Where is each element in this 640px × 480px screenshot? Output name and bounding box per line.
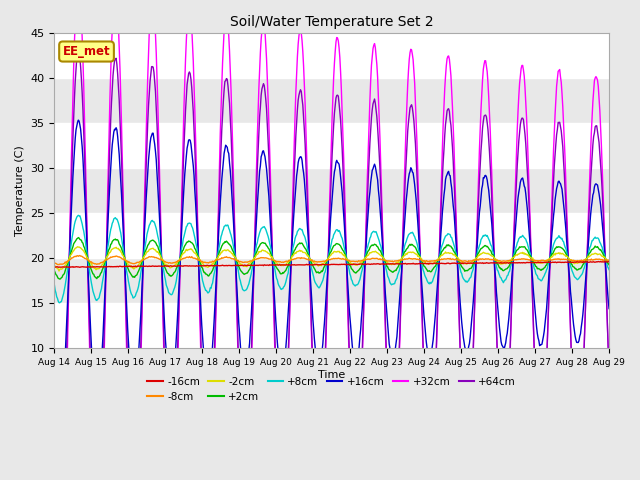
- -8cm: [401, 256, 408, 262]
- +16cm: [119, 223, 127, 229]
- +16cm: [56, 407, 63, 412]
- -2cm: [417, 256, 425, 262]
- Bar: [54, 303, 609, 348]
- +8cm: [605, 267, 613, 273]
- Line: -8cm: -8cm: [54, 255, 609, 264]
- +16cm: [175, 276, 183, 282]
- Title: Soil/Water Temperature Set 2: Soil/Water Temperature Set 2: [230, 15, 433, 29]
- Line: -16cm: -16cm: [54, 262, 609, 267]
- +2cm: [205, 273, 212, 279]
- -16cm: [61, 264, 68, 270]
- +8cm: [401, 243, 408, 249]
- +8cm: [56, 300, 63, 306]
- Legend: -16cm, -8cm, -2cm, +2cm, +8cm, +16cm, +32cm, +64cm: -16cm, -8cm, -2cm, +2cm, +8cm, +16cm, +3…: [143, 372, 520, 406]
- -8cm: [55, 262, 63, 267]
- -2cm: [51, 262, 58, 268]
- -2cm: [605, 259, 613, 264]
- +2cm: [61, 268, 69, 274]
- +2cm: [51, 268, 58, 274]
- +2cm: [401, 249, 408, 254]
- +16cm: [61, 352, 69, 358]
- X-axis label: Time: Time: [318, 370, 346, 380]
- Line: +16cm: +16cm: [54, 120, 609, 409]
- -8cm: [51, 260, 58, 265]
- +64cm: [175, 285, 183, 291]
- -16cm: [416, 261, 424, 266]
- +2cm: [119, 251, 127, 256]
- -2cm: [74, 244, 81, 250]
- -16cm: [204, 263, 212, 268]
- +32cm: [51, 429, 58, 434]
- +2cm: [175, 258, 183, 264]
- -16cm: [400, 261, 408, 266]
- +64cm: [605, 372, 613, 378]
- -16cm: [118, 264, 126, 270]
- Line: -2cm: -2cm: [54, 247, 609, 271]
- -8cm: [417, 257, 425, 263]
- Bar: [54, 213, 609, 258]
- -8cm: [605, 257, 613, 263]
- Line: +32cm: +32cm: [54, 0, 609, 480]
- -8cm: [175, 257, 183, 263]
- +64cm: [417, 271, 425, 277]
- -2cm: [175, 257, 183, 263]
- +32cm: [61, 438, 69, 444]
- Y-axis label: Temperature (C): Temperature (C): [15, 145, 25, 236]
- Line: +8cm: +8cm: [54, 216, 609, 303]
- Bar: [54, 123, 609, 168]
- +64cm: [401, 191, 408, 196]
- -2cm: [61, 263, 69, 268]
- +2cm: [417, 256, 425, 262]
- +32cm: [417, 273, 425, 278]
- Bar: [54, 258, 609, 303]
- +64cm: [56, 476, 63, 480]
- +8cm: [175, 260, 183, 265]
- Line: +2cm: +2cm: [54, 238, 609, 279]
- Line: +64cm: +64cm: [54, 51, 609, 479]
- +8cm: [74, 213, 82, 218]
- -8cm: [205, 260, 212, 266]
- +2cm: [605, 262, 613, 268]
- +32cm: [605, 370, 613, 376]
- +64cm: [51, 388, 58, 394]
- +2cm: [56, 276, 63, 282]
- +16cm: [205, 378, 212, 384]
- -2cm: [401, 252, 408, 258]
- Bar: [54, 33, 609, 78]
- -2cm: [205, 264, 212, 270]
- +8cm: [205, 289, 212, 295]
- -16cm: [66, 264, 74, 270]
- -8cm: [61, 259, 69, 265]
- +16cm: [74, 117, 82, 123]
- +2cm: [74, 235, 82, 240]
- +8cm: [61, 282, 69, 288]
- +16cm: [417, 264, 425, 270]
- -2cm: [119, 252, 127, 258]
- -2cm: [55, 268, 63, 274]
- +32cm: [175, 293, 183, 299]
- -8cm: [76, 252, 84, 258]
- Bar: [54, 168, 609, 213]
- Bar: [54, 78, 609, 123]
- -16cm: [595, 259, 602, 264]
- +32cm: [119, 186, 127, 192]
- -16cm: [51, 264, 58, 270]
- +32cm: [401, 168, 408, 174]
- -16cm: [605, 259, 613, 265]
- -16cm: [175, 263, 182, 268]
- +8cm: [51, 282, 58, 288]
- +16cm: [51, 347, 58, 352]
- +16cm: [401, 219, 408, 225]
- +64cm: [205, 461, 212, 467]
- Text: EE_met: EE_met: [63, 45, 110, 58]
- +8cm: [417, 256, 425, 262]
- +64cm: [119, 206, 127, 212]
- +16cm: [605, 306, 613, 312]
- +64cm: [61, 395, 69, 400]
- +64cm: [74, 48, 82, 54]
- -8cm: [119, 256, 127, 262]
- +8cm: [119, 245, 127, 251]
